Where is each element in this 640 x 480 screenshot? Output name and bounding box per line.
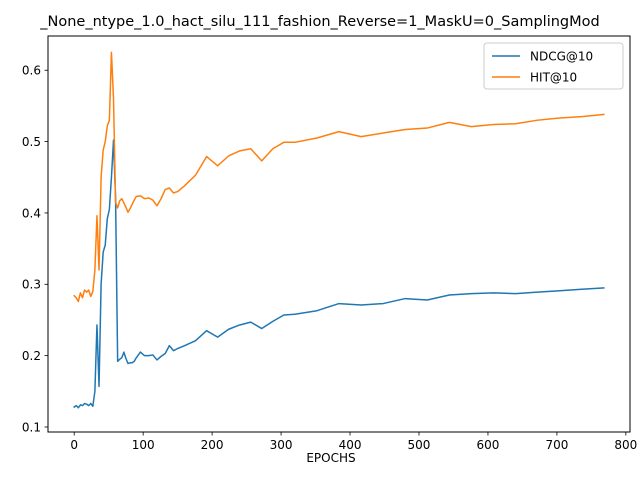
x-tick-label: 400 <box>339 438 362 452</box>
x-tick-label: 800 <box>614 438 637 452</box>
x-tick-label: 300 <box>270 438 293 452</box>
y-ticks: 0.1 0.2 0.3 0.4 0.5 0.6 <box>22 64 48 434</box>
y-tick-label: 0.2 <box>22 349 41 363</box>
x-tick-label: 0 <box>70 438 78 452</box>
legend: NDCG@10 HIT@10 <box>483 42 624 90</box>
y-tick-label: 0.6 <box>22 64 41 78</box>
legend-label-ndcg: NDCG@10 <box>530 50 593 64</box>
y-tick-label: 0.3 <box>22 278 41 292</box>
x-tick-label: 100 <box>132 438 155 452</box>
x-tick-label: 200 <box>201 438 224 452</box>
x-axis-label: EPOCHS <box>306 451 356 465</box>
y-tick-label: 0.1 <box>22 420 41 434</box>
y-tick-label: 0.4 <box>22 206 41 220</box>
chart-title: _None_ntype_1.0_hact_silu_111_fashion_Re… <box>40 14 600 30</box>
x-tick-label: 700 <box>545 438 568 452</box>
legend-label-hit: HIT@10 <box>530 71 577 85</box>
y-tick-label: 0.5 <box>22 135 41 149</box>
series-line-ndcg <box>73 139 605 409</box>
axes-layer <box>47 35 631 433</box>
series-line-hit <box>73 51 605 303</box>
x-ticks: 0 100 200 300 400 500 600 700 800 <box>70 432 637 452</box>
axes-frame <box>47 35 631 433</box>
x-tick-label: 600 <box>476 438 499 452</box>
series-layer <box>73 51 605 409</box>
x-tick-label: 500 <box>408 438 431 452</box>
